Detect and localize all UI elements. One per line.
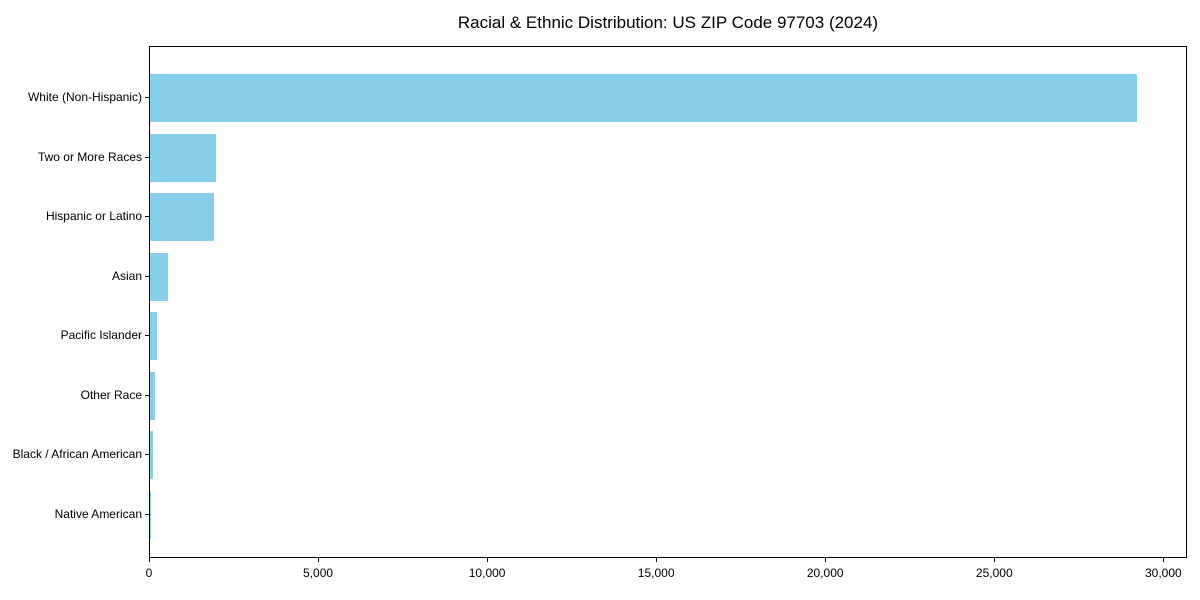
- bar-pacific-islander: [150, 312, 157, 360]
- y-tick-mark: [145, 394, 149, 396]
- bar-black-african-american: [150, 431, 153, 479]
- x-tick-mark: [656, 558, 658, 562]
- y-tick-mark: [145, 216, 149, 217]
- bar-native-american: [150, 490, 151, 539]
- x-tick-label: 25,000: [975, 566, 1013, 580]
- y-tick-mark: [145, 335, 149, 336]
- bar-other-race: [150, 371, 155, 420]
- x-tick-label: 20,000: [806, 566, 844, 580]
- x-tick-label: 30,000: [1144, 566, 1182, 580]
- y-tick-mark: [145, 97, 149, 98]
- x-tick-label: 0: [145, 566, 153, 580]
- bar-hispanic-or-latino: [150, 193, 214, 241]
- bar-asian: [150, 252, 168, 301]
- bar-two-or-more-races: [150, 133, 216, 182]
- x-tick-label: 10,000: [468, 566, 506, 580]
- chart-title: Racial & Ethnic Distribution: US ZIP Cod…: [457, 13, 879, 32]
- x-tick-mark: [487, 558, 489, 562]
- x-tick-mark: [825, 558, 827, 562]
- y-tick-label: Pacific Islander: [60, 328, 142, 342]
- y-tick-mark: [145, 513, 149, 515]
- plot-area: [149, 46, 1187, 558]
- y-tick-label: Two or More Races: [37, 149, 142, 164]
- x-tick-mark: [994, 558, 996, 562]
- y-tick-label: Other Race: [80, 387, 142, 402]
- x-tick-label: 5,000: [303, 566, 334, 580]
- x-tick-mark: [149, 558, 150, 562]
- y-tick-mark: [145, 156, 149, 158]
- x-tick-label: 15,000: [637, 566, 675, 580]
- y-tick-label: White (Non-Hispanic): [27, 90, 142, 104]
- y-tick-label: Black / African American: [12, 447, 142, 461]
- x-tick-mark: [1163, 558, 1165, 562]
- x-tick-mark: [318, 558, 320, 562]
- y-tick-label: Native American: [54, 506, 142, 521]
- y-tick-mark: [145, 454, 149, 455]
- y-tick-mark: [145, 275, 149, 277]
- y-tick-label: Asian: [111, 268, 142, 283]
- y-tick-label: Hispanic or Latino: [45, 209, 142, 223]
- bar-white-non-hispanic: [150, 74, 1137, 122]
